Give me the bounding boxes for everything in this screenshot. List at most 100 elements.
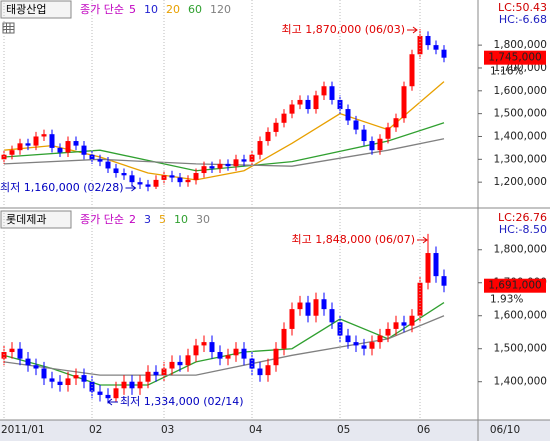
candle-body [201, 342, 207, 346]
legend-prefix: 종가 단순 [80, 213, 124, 226]
candle-body [57, 147, 63, 153]
candle-body [209, 342, 215, 353]
candle-body [105, 394, 111, 399]
candle-body [1, 154, 7, 160]
candle-body [41, 134, 47, 137]
candle-body [273, 122, 279, 132]
candle-body [289, 309, 295, 329]
lc-label: LC:50.43 [498, 1, 547, 14]
candle-body [313, 95, 319, 110]
candle-body [345, 109, 351, 121]
candle-body [17, 143, 23, 151]
candle-body [313, 299, 319, 316]
legend-item: 5 [159, 213, 166, 226]
lc-label: LC:26.76 [498, 211, 547, 224]
grid-icon-box[interactable] [2, 22, 15, 34]
candle-body [41, 368, 47, 379]
stock-name-box[interactable] [0, 210, 72, 229]
x-tick-label: 04 [249, 424, 263, 436]
candle-body [353, 342, 359, 346]
legend-item: 120 [210, 3, 231, 16]
candle-body [177, 361, 183, 366]
stock-name-box[interactable] [0, 0, 72, 19]
y-tick-label: 1,600,000 [494, 310, 547, 322]
candle-body [265, 365, 271, 376]
candle-body [89, 154, 95, 160]
candle-body [345, 335, 351, 343]
candle-body [193, 173, 199, 180]
high-arrow [407, 26, 418, 34]
last-price-label: 1,745,000 [488, 52, 541, 64]
change-label: 1.16% [490, 66, 523, 78]
candle-body [49, 134, 55, 148]
candle-body [385, 127, 391, 139]
candle-body [433, 253, 439, 277]
candle-body [185, 355, 191, 366]
candle-body [129, 175, 135, 183]
candle-body [321, 86, 327, 96]
candle-body [329, 309, 335, 323]
candle-body [217, 163, 223, 169]
x-tick-label: 2011/01 [1, 424, 45, 436]
candle-body [89, 381, 95, 392]
legend-item: 20 [166, 3, 180, 16]
candle-body [145, 371, 151, 382]
candle-body [25, 143, 31, 146]
candle-body [241, 159, 247, 162]
candle-body [217, 352, 223, 359]
candle-body [377, 138, 383, 151]
last-price-box [484, 50, 546, 65]
candle-body [273, 348, 279, 366]
candle-body [409, 54, 415, 87]
y-tick-label: 1,500,000 [494, 343, 547, 355]
candle-body [81, 375, 87, 382]
candle-body [337, 322, 343, 336]
candle-body [169, 175, 175, 178]
stock-name: 태광산업 [6, 3, 46, 16]
candle-body [57, 381, 63, 386]
candle-body [105, 161, 111, 169]
candle-body [353, 120, 359, 130]
y-tick-label: 1,300,000 [494, 153, 547, 165]
candle-body [337, 99, 343, 110]
candle-body [225, 355, 231, 359]
y-tick-label: 1,800,000 [494, 39, 547, 51]
candle-body [385, 328, 391, 336]
candle-body [409, 315, 415, 326]
grid-icon-lines [3, 23, 14, 33]
hc-label: HC:-6.68 [499, 13, 547, 26]
low-arrow [107, 398, 118, 406]
candle-body [425, 35, 431, 46]
candle-body [257, 141, 263, 155]
last-price-label: 1,691,000 [488, 280, 541, 292]
grid-icon[interactable] [2, 22, 15, 34]
candle-body [433, 45, 439, 50]
candle-body [305, 302, 311, 316]
candle-body [25, 358, 31, 366]
legend-item: 10 [174, 213, 188, 226]
candle-body [441, 49, 447, 58]
candle-body [401, 86, 407, 119]
x-tick-label: 06 [417, 424, 431, 436]
candle-body [137, 381, 143, 389]
candle-body [321, 299, 327, 310]
y-tick-label: 1,600,000 [494, 85, 547, 97]
low-note: 최저 1,160,000 (02/28) [0, 181, 124, 194]
candle-body [185, 179, 191, 183]
candle-body [49, 378, 55, 382]
candle-body [209, 166, 215, 169]
candle-body [233, 348, 239, 356]
candle-body [393, 118, 399, 128]
candle-body [161, 368, 167, 376]
candle-body [9, 150, 15, 155]
candle-body [9, 348, 15, 353]
y-tick-label: 1,700,000 [494, 62, 547, 74]
hc-label: HC:-8.50 [499, 223, 547, 236]
candle-body [265, 131, 271, 142]
candle-body [281, 328, 287, 349]
candle-body [393, 322, 399, 329]
y-tick-label: 1,400,000 [494, 376, 547, 388]
candle-body [297, 99, 303, 105]
legend-item: 60 [188, 3, 202, 16]
